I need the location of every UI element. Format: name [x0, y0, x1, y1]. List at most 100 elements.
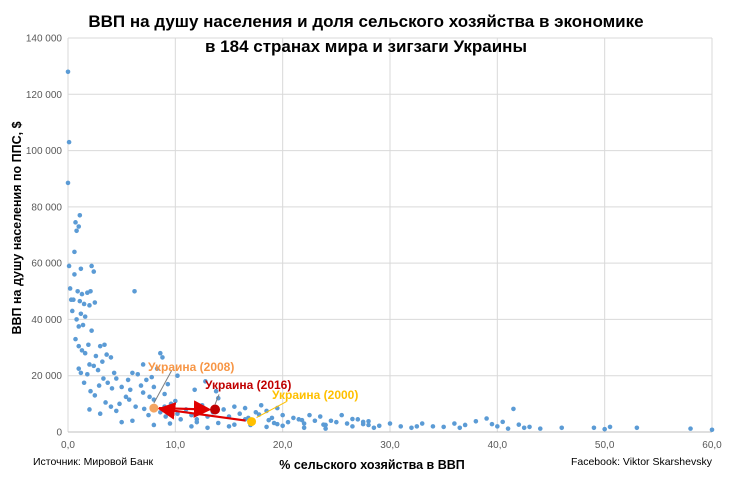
- data-point: [366, 419, 371, 424]
- data-point: [89, 263, 94, 269]
- data-point: [75, 288, 80, 294]
- data-point: [253, 410, 259, 415]
- data-point: [123, 394, 129, 400]
- data-point: [76, 324, 82, 329]
- data-point: [237, 411, 243, 417]
- data-point: [226, 424, 232, 429]
- data-point: [87, 303, 92, 308]
- x-axis-label: % сельского хозяйства в ВВП: [279, 458, 464, 472]
- data-point: [350, 416, 355, 422]
- data-point: [221, 407, 226, 412]
- y-tick-label: 60 000: [31, 259, 62, 270]
- leader-line-2000: [256, 401, 287, 419]
- data-point: [301, 425, 307, 431]
- data-point: [419, 421, 425, 426]
- data-point: [127, 387, 133, 393]
- leader-line-2008: [153, 369, 173, 404]
- leader-line-2016: [214, 394, 220, 405]
- data-point: [634, 425, 640, 431]
- data-point: [103, 400, 108, 405]
- ukraine-2008-point: [149, 403, 159, 413]
- y-tick-label: 0: [56, 428, 62, 439]
- x-tick-label: 10,0: [166, 440, 186, 451]
- data-point: [149, 374, 155, 380]
- ukraine-2008-label: Украина (2008): [148, 360, 234, 374]
- data-point: [264, 424, 269, 430]
- data-point: [203, 379, 208, 384]
- data-point: [160, 355, 165, 360]
- data-point: [89, 328, 94, 333]
- data-point: [105, 380, 111, 386]
- data-point: [168, 401, 174, 407]
- data-point: [500, 419, 506, 425]
- data-point: [74, 317, 79, 322]
- data-point: [158, 350, 163, 356]
- data-point: [484, 416, 489, 421]
- ukraine-highlights: Украина (2008) Украина (2016)Украина (200…: [148, 360, 358, 427]
- ukraine-2000-point: [247, 417, 257, 427]
- data-point: [76, 366, 82, 371]
- data-point: [96, 383, 102, 388]
- data-point: [175, 373, 180, 379]
- data-point: [232, 422, 237, 427]
- data-point: [101, 376, 106, 381]
- data-point: [79, 348, 85, 353]
- data-point: [473, 419, 479, 424]
- data-point: [72, 249, 77, 255]
- data-point: [441, 424, 446, 430]
- data-point: [301, 421, 307, 426]
- data-point: [65, 180, 71, 186]
- data-point: [269, 415, 275, 421]
- data-point: [93, 353, 99, 359]
- data-point: [213, 388, 219, 394]
- data-point: [65, 69, 71, 75]
- data-point: [163, 414, 168, 419]
- data-point: [78, 266, 84, 272]
- data-point: [87, 407, 92, 412]
- data-point: [355, 417, 361, 422]
- data-point: [489, 421, 495, 427]
- data-point: [205, 425, 210, 431]
- y-tick-label: 120 000: [26, 90, 63, 101]
- y-tick-label: 100 000: [26, 146, 63, 157]
- data-point: [76, 343, 82, 349]
- data-point: [81, 380, 87, 386]
- data-point: [79, 291, 85, 297]
- data-point: [199, 402, 205, 408]
- data-point: [135, 372, 141, 377]
- data-point: [154, 366, 160, 371]
- data-point: [462, 422, 468, 428]
- data-point: [215, 420, 221, 426]
- data-point: [371, 425, 377, 431]
- data-point: [111, 370, 117, 376]
- data-point: [88, 388, 93, 394]
- data-point: [91, 363, 97, 369]
- data-point: [323, 426, 328, 431]
- data-point: [280, 423, 285, 429]
- data-point: [76, 224, 82, 229]
- credit-note: Facebook: Viktor Skarshevsky: [571, 456, 713, 468]
- data-point: [92, 393, 98, 398]
- data-point: [307, 412, 312, 418]
- data-point: [114, 408, 119, 414]
- data-point: [505, 426, 511, 431]
- data-point: [602, 426, 607, 432]
- data-point: [350, 424, 355, 429]
- data-point: [360, 419, 366, 425]
- data-point: [97, 343, 103, 349]
- data-point: [607, 424, 613, 430]
- data-point: [178, 417, 183, 422]
- data-point: [141, 406, 147, 412]
- data-point: [87, 362, 92, 367]
- trajectory-arrow-2008-2016: [158, 400, 212, 418]
- data-point: [366, 422, 371, 428]
- data-point: [108, 404, 114, 409]
- data-point: [91, 269, 97, 274]
- chart-title-line2: в 184 странах мира и зигзаги Украины: [205, 37, 527, 56]
- x-tick-label: 30,0: [380, 440, 400, 451]
- y-axis-label: ВВП на душу населения по ППС, $: [10, 121, 24, 334]
- y-tick-label: 80 000: [31, 202, 62, 213]
- data-point: [130, 418, 135, 424]
